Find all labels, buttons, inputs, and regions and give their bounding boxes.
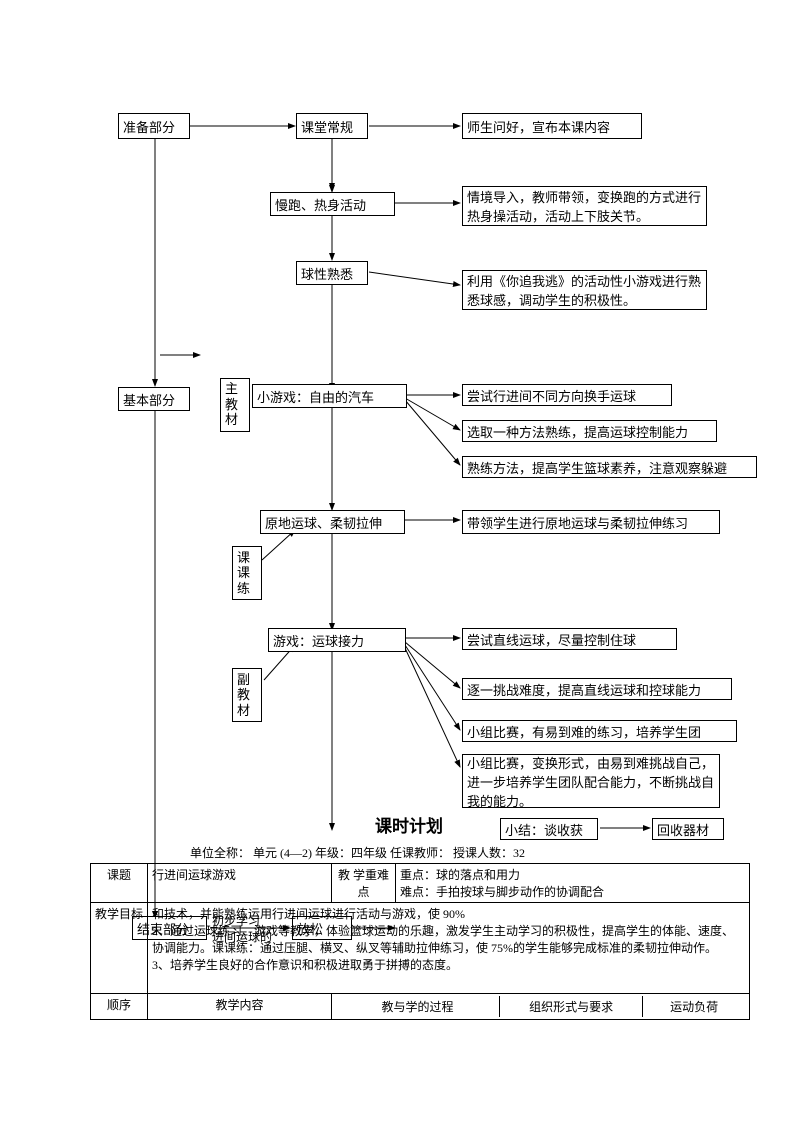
content: 教学内容 [148,994,332,1020]
collect: 回收器材 [657,820,709,839]
jog-box: 慢跑、热身活动 [270,192,395,216]
g2a-box: 尝试直线运球，尽量控制住球 [462,628,677,650]
g2a: 尝试直线运球，尽量控制住球 [467,630,636,649]
summary-box: 小结：谈收获 [500,818,598,840]
dribble: 原地运球、柔韧拉伸 [265,513,382,532]
g2d: 小组比赛，变换形式，由易到难挑战自己，进一步培养学生团队配合能力，不断挑战自我的… [467,753,715,810]
dribble-box: 原地运球、柔韧拉伸 [260,510,405,534]
obj-label: 教学目标 [91,903,148,994]
game2-box: 游戏：运球接力 [268,628,406,652]
jog-label: 慢跑、热身活动 [275,195,366,214]
ball-desc: 利用《你追我逃》的活动性小游戏进行熟悉球感，调动学生的积极性。 [467,271,702,309]
prep-box: 准备部分 [118,113,190,139]
process: 教与学的过程 [336,996,500,1017]
lesson: 课课练 [237,550,257,597]
routine-box: 课堂常规 [296,113,368,139]
game1-box: 小游戏：自由的汽车 [252,384,407,408]
g1c-box: 熟练方法，提高学生篮球素养，注意观察躲避 [462,456,757,478]
basic-box: 基本部分 [118,387,190,411]
form: 组织形式与要求 [500,996,643,1017]
seq: 顺序 [91,994,148,1020]
ball-label: 球性熟悉 [301,264,353,283]
g2d-box: 小组比赛，变换形式，由易到难挑战自己，进一步培养学生团队配合能力，不断挑战自我的… [462,754,720,808]
unit-label: 单位全称： [190,846,250,860]
g1a: 尝试行进间不同方向换手运球 [467,386,636,405]
collect-box: 回收器材 [652,818,724,840]
diff: 难点：手拍按球与脚步动作的协调配合 [400,883,745,900]
obj: 和技术，并能熟练运用行进间运球进行活动与游戏，使 90% 2、通过运球练习、游戏… [148,903,750,994]
g1b-box: 选取一种方法熟练，提高运球控制能力 [462,420,717,442]
topic: 行进间运球游戏 [148,864,332,903]
summary: 小结：谈收获 [505,820,583,839]
dribble-desc-box: 带领学生进行原地运球与柔韧拉伸练习 [462,510,720,534]
tk-label: 教 学重难点 [332,864,396,903]
routine-label: 课堂常规 [301,117,353,136]
unit-info: 单元 (4—2) 年级：四年级 任课教师： 授课人数：32 [253,846,525,860]
lesson-box: 课课练 [232,546,262,600]
g2b-box: 逐一挑战难度，提高直线运球和控球能力 [462,678,732,700]
keypoints: 重点：球的落点和用力 难点：手拍按球与脚步动作的协调配合 [396,864,750,903]
key: 重点：球的落点和用力 [400,866,745,883]
plan-table: 课题 行进间运球游戏 教 学重难点 重点：球的落点和用力 难点：手拍按球与脚步动… [90,863,750,1020]
game2: 游戏：运球接力 [273,631,364,650]
g1c: 熟练方法，提高学生篮球素养，注意观察躲避 [467,458,727,477]
prep-label: 准备部分 [123,117,175,136]
g2c-box: 小组比赛，有易到难的练习，培养学生团 [462,720,737,742]
table-row: 课题 行进间运球游戏 教 学重难点 重点：球的落点和用力 难点：手拍按球与脚步动… [91,864,750,903]
game1: 小游戏：自由的汽车 [257,387,374,406]
dribble-desc: 带领学生进行原地运球与柔韧拉伸练习 [467,513,688,532]
main-mat: 主教材 [225,381,245,428]
main-mat-box: 主教材 [220,378,250,432]
jog-desc-box: 情境导入，教师带领，变换跑的方式进行热身操活动，活动上下肢关节。 [462,186,707,226]
basic-label: 基本部分 [123,390,175,409]
plan-table-wrap: 单位全称： 单元 (4—2) 年级：四年级 任课教师： 授课人数：32 课题 行… [90,842,750,1020]
g1a-box: 尝试行进间不同方向换手运球 [462,384,672,406]
table-row: 顺序 教学内容 教与学的过程 组织形式与要求 运动负荷 [91,994,750,1020]
submat-box: 副教材 [232,668,262,722]
jog-desc: 情境导入，教师带领，变换跑的方式进行热身操活动，活动上下肢关节。 [467,187,702,225]
colgroup: 教与学的过程 组织形式与要求 运动负荷 [332,994,750,1020]
ball-desc-box: 利用《你追我逃》的活动性小游戏进行熟悉球感，调动学生的积极性。 [462,270,707,310]
topic-label: 课题 [91,864,148,903]
submat: 副教材 [237,672,257,719]
g2c: 小组比赛，有易到难的练习，培养学生团 [467,722,701,741]
plan-title: 课时计划 [375,812,443,837]
g1b: 选取一种方法熟练，提高运球控制能力 [467,422,688,441]
routine-desc: 师生问好，宣布本课内容 [467,117,610,136]
ball-box: 球性熟悉 [296,261,368,285]
g2b: 逐一挑战难度，提高直线运球和控球能力 [467,680,701,699]
table-row: 教学目标 和技术，并能熟练运用行进间运球进行活动与游戏，使 90% 2、通过运球… [91,903,750,994]
load: 运动负荷 [643,996,745,1017]
routine-desc-box: 师生问好，宣布本课内容 [462,113,642,139]
